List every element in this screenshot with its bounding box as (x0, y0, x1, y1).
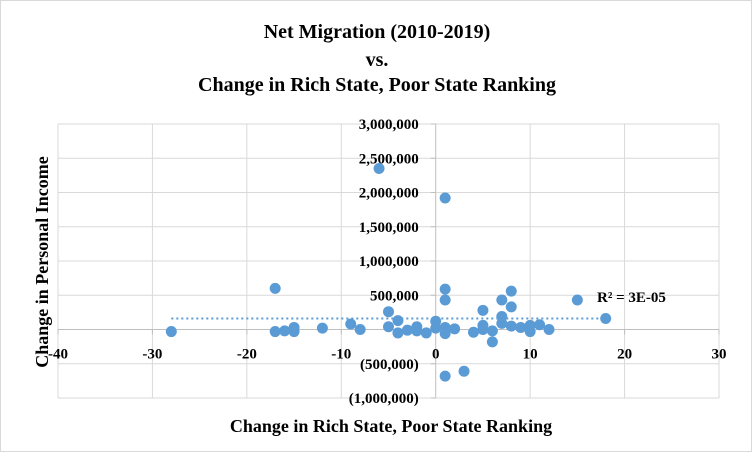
data-point (383, 306, 394, 318)
data-point (515, 321, 527, 333)
data-point (383, 321, 394, 333)
data-point (534, 319, 546, 331)
x-tick-label: -30 (142, 347, 162, 363)
data-point (600, 313, 612, 325)
y-tick-label: 2,500,000 (359, 151, 419, 167)
data-point (392, 315, 404, 327)
data-point (392, 327, 404, 339)
y-tick-label: 3,000,000 (359, 117, 419, 133)
data-point (505, 285, 517, 297)
y-tick-label: (1,000,000) (349, 391, 419, 407)
y-tick-label: 2,000,000 (359, 186, 419, 202)
data-point (477, 304, 489, 316)
x-tick-label: -10 (331, 347, 351, 363)
data-points (165, 163, 612, 382)
data-point (496, 317, 508, 329)
chart-title-line-1: Net Migration (2010-2019) (264, 21, 491, 43)
data-point (458, 365, 470, 377)
x-tick-label: -20 (237, 347, 257, 363)
data-point (401, 324, 413, 336)
data-point (316, 322, 328, 334)
data-point (439, 192, 451, 204)
chart-title-line-2: vs. (366, 49, 389, 71)
x-tick-label: 20 (617, 347, 632, 363)
y-tick-label: 1,500,000 (359, 220, 419, 236)
y-tick-label: (500,000) (360, 357, 419, 373)
y-tick-label: 500,000 (370, 288, 419, 304)
data-point (269, 326, 281, 338)
data-point (288, 326, 300, 338)
data-point (505, 320, 517, 332)
data-point (373, 163, 385, 175)
data-point (430, 322, 442, 334)
chart-title-line-3: Change in Rich State, Poor State Ranking (198, 74, 556, 96)
data-point (449, 323, 461, 335)
x-tick-label: 10 (523, 347, 538, 363)
y-tick-label: 1,000,000 (359, 254, 419, 270)
data-point (439, 283, 451, 295)
y-axis-title: Change in Personal Income (32, 156, 52, 368)
data-point (486, 325, 498, 337)
data-point (345, 318, 357, 330)
data-point (439, 370, 451, 382)
data-point (496, 294, 508, 306)
data-point (524, 326, 536, 338)
x-tick-label: 30 (712, 347, 727, 363)
data-point (279, 325, 291, 337)
data-point (505, 301, 517, 313)
tick-labels: -40 -30 -20 -10 0 10 20 30 3,000,000 2,500,000 2,0… (48, 117, 727, 407)
data-point (439, 328, 451, 340)
data-point (477, 324, 489, 335)
data-point (571, 294, 583, 306)
x-tick-label: 0 (432, 347, 440, 363)
r-squared-label: R² = 3E-05 (597, 290, 666, 306)
data-point (165, 326, 177, 338)
x-axis-title: Change in Rich State, Poor State Ranking (230, 416, 552, 436)
x-tick-label: -40 (48, 347, 68, 363)
data-point (420, 327, 432, 339)
data-point (411, 325, 423, 337)
data-point (439, 294, 451, 306)
data-point (486, 336, 498, 348)
data-point (543, 324, 555, 335)
data-point (354, 324, 366, 335)
data-point (269, 282, 281, 294)
data-point (467, 326, 479, 338)
